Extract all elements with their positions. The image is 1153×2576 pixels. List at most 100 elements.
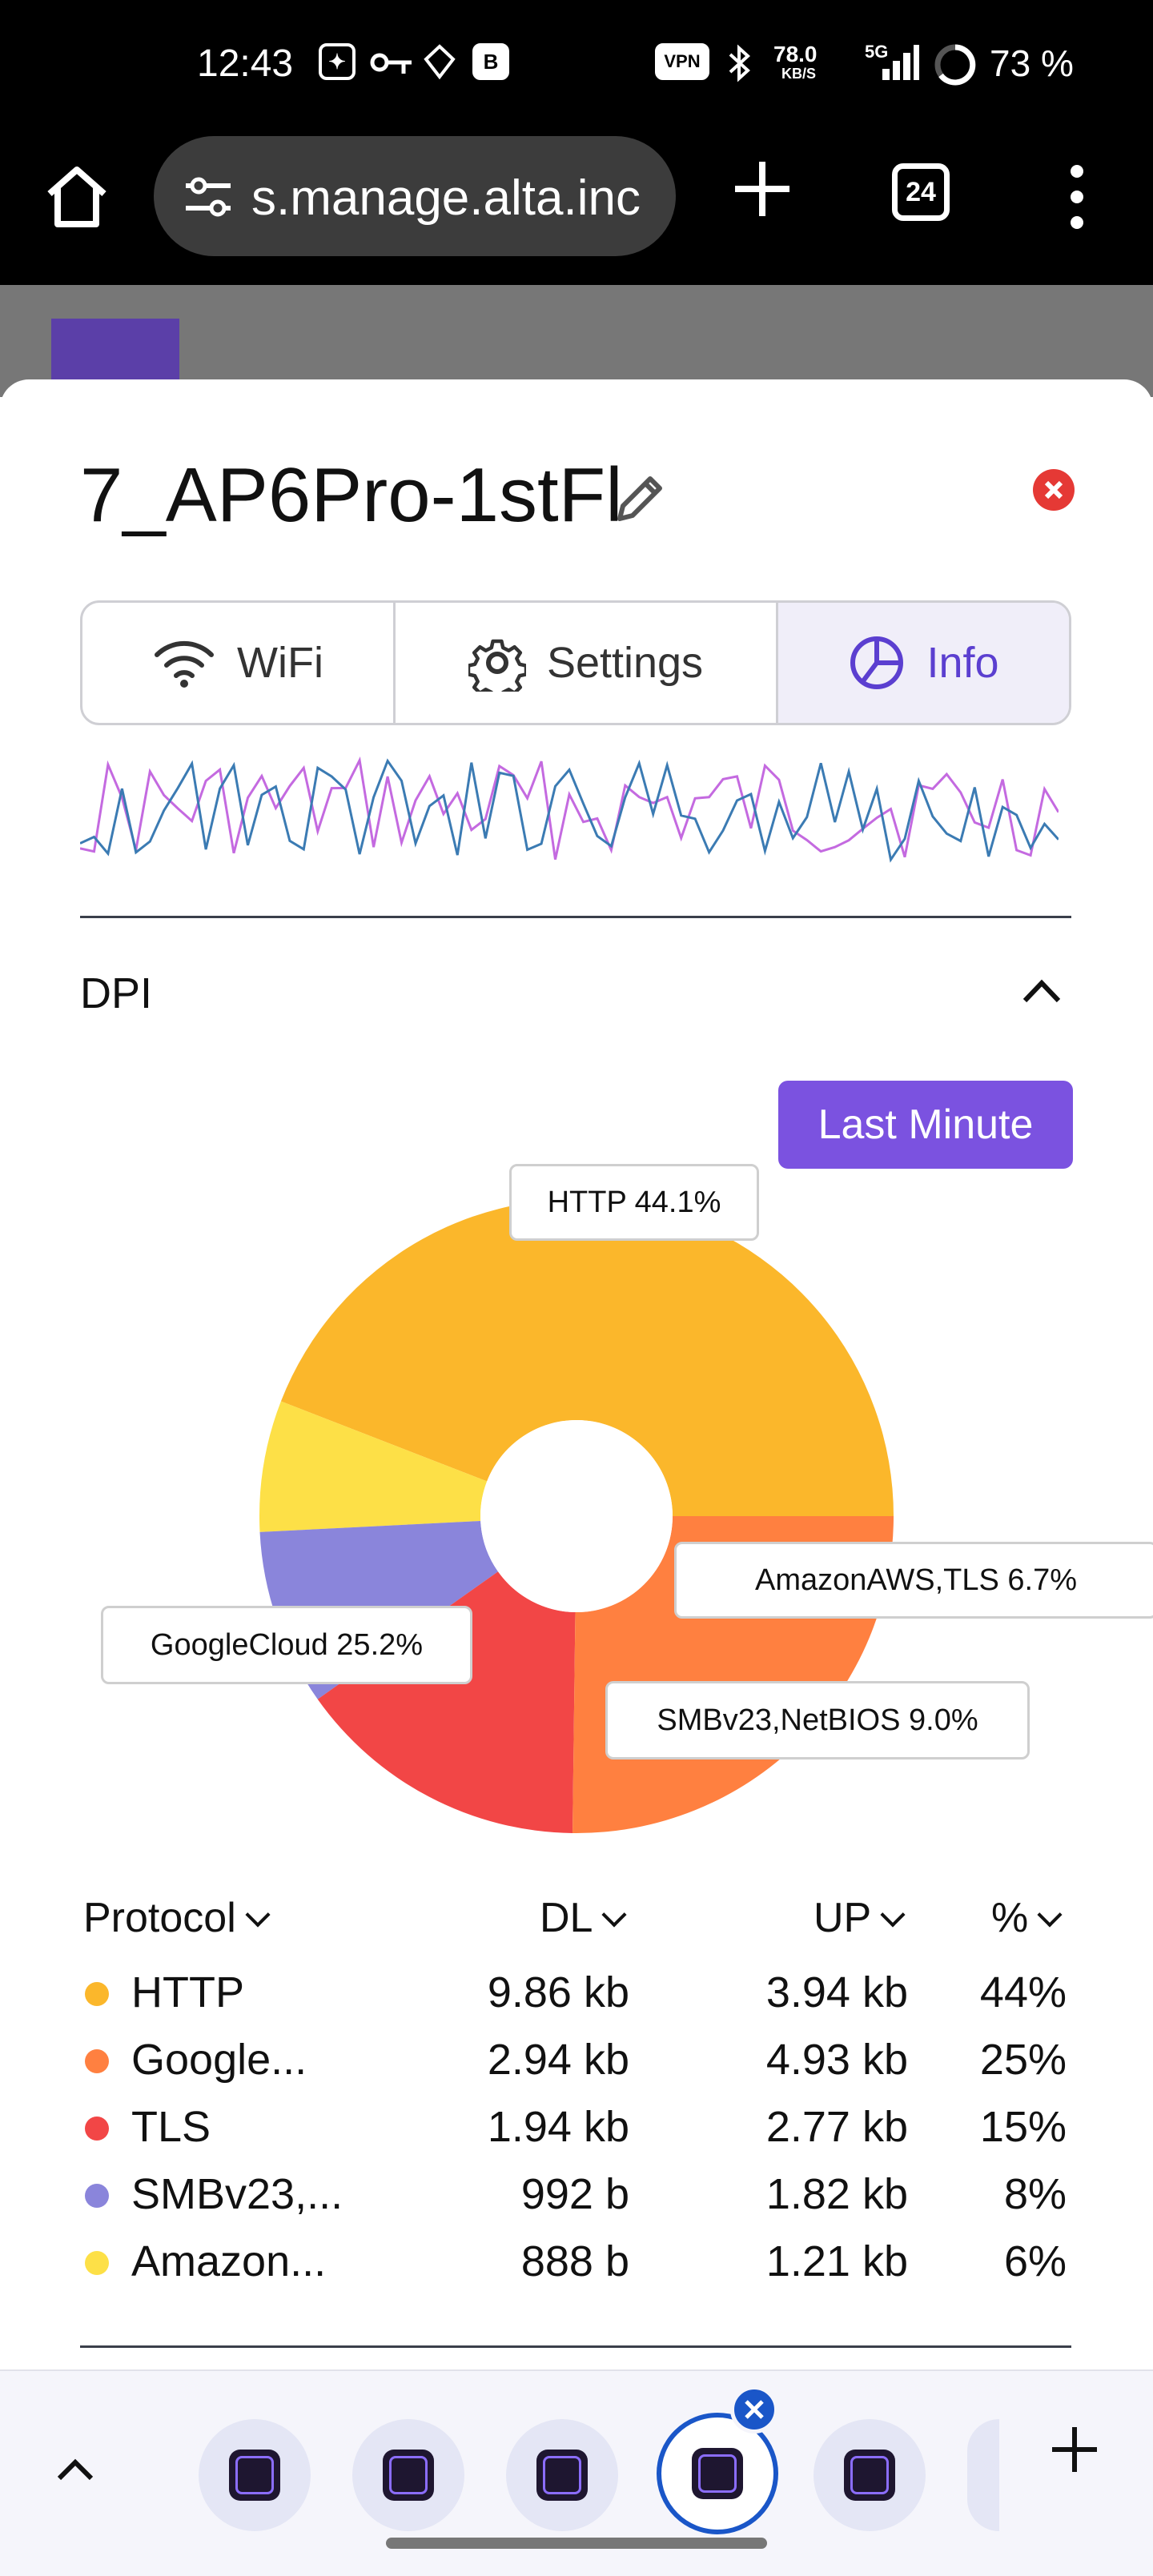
row-up: 1.82 kb bbox=[765, 2170, 908, 2218]
header-percent-label: % bbox=[991, 1895, 1029, 1941]
row-protocol: SMBv23,... bbox=[131, 2170, 343, 2218]
signal-icon bbox=[882, 45, 919, 80]
row-dl: 2.94 kb bbox=[487, 2036, 629, 2084]
legend-dot bbox=[85, 2049, 109, 2073]
chevron-down-icon bbox=[601, 1902, 628, 1928]
header-protocol[interactable]: Protocol bbox=[83, 1894, 271, 1942]
row-protocol: TLS bbox=[131, 2103, 211, 2151]
alta-tab-icon bbox=[536, 2450, 588, 2501]
vpn-badge: VPN bbox=[655, 43, 709, 80]
row-percent: 25% bbox=[979, 2036, 1067, 2084]
section-divider bbox=[80, 2345, 1071, 2348]
alta-tab-icon bbox=[383, 2450, 434, 2501]
tab-thumbnail[interactable] bbox=[199, 2419, 311, 2531]
device-title: 7_AP6Pro-1stFl bbox=[80, 452, 623, 538]
alta-tab-icon bbox=[692, 2448, 743, 2499]
tab-thumbnail[interactable] bbox=[352, 2419, 464, 2531]
browser-toolbar: s.manage.alta.inc 24 bbox=[0, 136, 1153, 285]
tab-info-label: Info bbox=[926, 639, 999, 687]
callout-googlecloud: GoogleCloud 25.2% bbox=[101, 1606, 472, 1684]
alta-tab-icon bbox=[844, 2450, 895, 2501]
home-icon[interactable] bbox=[38, 158, 115, 235]
row-percent: 8% bbox=[1003, 2170, 1067, 2218]
callout-amazonaws: AmazonAWS,TLS 6.7% bbox=[674, 1542, 1153, 1619]
callout-http: HTTP 44.1% bbox=[509, 1164, 759, 1241]
dpi-heading: DPI bbox=[80, 969, 153, 1017]
section-divider bbox=[80, 916, 1071, 918]
row-dl: 888 b bbox=[520, 2237, 629, 2285]
new-tab-plus-icon[interactable] bbox=[1043, 2418, 1107, 2482]
callout-smbv23: SMBv23,NetBIOS 9.0% bbox=[605, 1681, 1030, 1759]
row-up: 1.21 kb bbox=[765, 2237, 908, 2285]
battery-percent: 73 % bbox=[990, 42, 1074, 84]
chevron-down-icon bbox=[880, 1902, 906, 1928]
tab-settings[interactable]: Settings bbox=[393, 603, 776, 723]
wifi-icon bbox=[155, 640, 215, 688]
pie-chart-icon bbox=[850, 636, 904, 689]
close-tab-icon[interactable] bbox=[730, 2385, 778, 2434]
more-vert-icon[interactable] bbox=[1057, 157, 1097, 237]
caret-up-icon[interactable] bbox=[51, 2446, 99, 2494]
chevron-down-icon bbox=[245, 1902, 271, 1928]
gesture-bar bbox=[386, 2538, 767, 2549]
table-row: Google... 2.94 kb 4.93 kb 25% bbox=[0, 2027, 1153, 2094]
status-bar: 12:43 ✦ B VPN 78.0 KB/S 5G 73 % bbox=[0, 0, 1153, 136]
gear-icon bbox=[468, 639, 526, 692]
tab-thumbnail[interactable] bbox=[814, 2419, 926, 2531]
b-badge: B bbox=[472, 43, 509, 80]
header-percent[interactable]: % bbox=[991, 1894, 1063, 1942]
row-up: 2.77 kb bbox=[765, 2103, 908, 2151]
time-range-button[interactable]: Last Minute bbox=[778, 1081, 1073, 1169]
speed-unit: KB/S bbox=[781, 66, 817, 82]
row-up: 3.94 kb bbox=[765, 1968, 908, 2016]
url-text: s.manage.alta.inc bbox=[251, 171, 641, 226]
row-up: 4.93 kb bbox=[765, 2036, 908, 2084]
status-time: 12:43 bbox=[197, 42, 294, 85]
row-percent: 6% bbox=[1003, 2237, 1067, 2285]
legend-dot bbox=[85, 2251, 109, 2275]
device-modal: 7_AP6Pro-1stFl WiFi Settings Info DPI La… bbox=[0, 379, 1153, 2381]
row-dl: 1.94 kb bbox=[487, 2103, 629, 2151]
legend-dot bbox=[85, 2184, 109, 2208]
speed-value: 78.0 bbox=[773, 42, 818, 66]
header-up-label: UP bbox=[814, 1895, 872, 1941]
close-icon[interactable] bbox=[1033, 469, 1075, 511]
pie-slice-tls[interactable] bbox=[317, 1571, 576, 1833]
tab-thumbnail-partial[interactable] bbox=[967, 2419, 999, 2531]
row-dl: 992 b bbox=[520, 2170, 629, 2218]
tabs-icon[interactable]: 24 bbox=[892, 163, 950, 221]
row-protocol: Amazon... bbox=[131, 2237, 327, 2285]
row-percent: 44% bbox=[979, 1968, 1067, 2016]
tab-info[interactable]: Info bbox=[776, 603, 1069, 723]
tab-wifi[interactable]: WiFi bbox=[82, 603, 393, 723]
chevron-up-icon[interactable] bbox=[1015, 970, 1068, 1010]
tune-icon[interactable] bbox=[183, 171, 234, 223]
row-percent: 15% bbox=[979, 2103, 1067, 2151]
traffic-sparkline bbox=[80, 756, 1059, 863]
dpi-donut-chart bbox=[259, 1199, 894, 1833]
row-dl: 9.86 kb bbox=[487, 1968, 629, 2016]
table-row: TLS 1.94 kb 2.77 kb 15% bbox=[0, 2094, 1153, 2161]
header-dl[interactable]: DL bbox=[540, 1894, 628, 1942]
header-up[interactable]: UP bbox=[814, 1894, 906, 1942]
key-icon bbox=[370, 53, 412, 74]
bluetooth-icon bbox=[729, 44, 750, 82]
plus-icon[interactable] bbox=[729, 155, 796, 223]
pie-slice-amazonaws-tls[interactable] bbox=[259, 1401, 488, 1532]
legend-dot bbox=[85, 2117, 109, 2141]
device-tab-bar: WiFi Settings Info bbox=[80, 600, 1071, 725]
table-row: SMBv23,... 992 b 1.82 kb 8% bbox=[0, 2161, 1153, 2229]
battery-icon bbox=[934, 44, 976, 86]
pie-slice-http[interactable] bbox=[280, 1199, 894, 1516]
url-bar[interactable]: s.manage.alta.inc bbox=[154, 136, 676, 256]
tab-thumbnail-selected[interactable] bbox=[657, 2413, 778, 2534]
edit-pencil-icon[interactable] bbox=[610, 471, 668, 528]
row-protocol: Google... bbox=[131, 2036, 307, 2084]
table-row: Amazon... 888 b 1.21 kb 6% bbox=[0, 2229, 1153, 2296]
legend-dot bbox=[85, 1982, 109, 2006]
tab-wifi-label: WiFi bbox=[237, 639, 323, 687]
chevron-down-icon bbox=[1037, 1902, 1063, 1928]
tab-thumbnail[interactable] bbox=[506, 2419, 618, 2531]
donut-hole bbox=[480, 1420, 673, 1612]
header-protocol-label: Protocol bbox=[83, 1895, 236, 1941]
